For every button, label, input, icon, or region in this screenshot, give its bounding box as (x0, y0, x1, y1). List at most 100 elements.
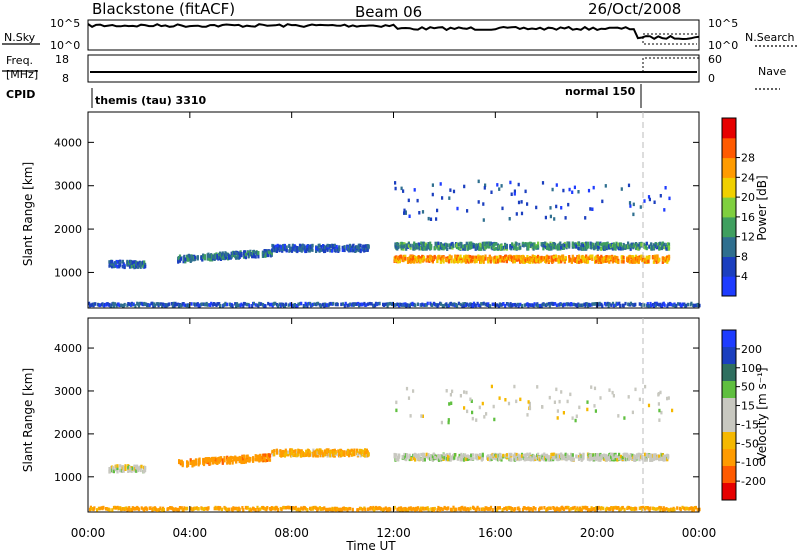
echo-cell (663, 303, 666, 307)
echo-cell (560, 259, 563, 264)
echo-cell (238, 459, 241, 464)
echo-cell (643, 452, 647, 457)
echo-cell (563, 243, 566, 248)
echo-cell (114, 263, 117, 267)
echo-cell (555, 387, 558, 392)
echo-cell (611, 301, 615, 306)
echo-cell (492, 453, 495, 457)
echo-cell (562, 507, 566, 511)
echo-cell (618, 456, 621, 461)
echo-cell (315, 249, 318, 253)
echo-cell (367, 453, 370, 457)
echo-cell (526, 255, 529, 259)
colorbar-tick-label: 24 (741, 171, 755, 184)
echo-cell (116, 260, 119, 264)
echo-cell (614, 303, 617, 307)
echo-cell (183, 506, 186, 510)
echo-cell (659, 194, 662, 198)
echo-cell (580, 508, 583, 512)
echo-cell (459, 455, 462, 460)
echo-cell (501, 206, 504, 211)
echo-cell (123, 265, 126, 270)
echo-cell (553, 217, 556, 221)
echo-cell (238, 455, 241, 460)
echo-cell (515, 399, 518, 404)
station-title: Blackstone (fitACF) (92, 0, 235, 18)
echo-cell (395, 453, 398, 457)
echo-cell (369, 506, 372, 510)
echo-cell (235, 304, 238, 308)
echo-cell (528, 303, 531, 307)
echo-cell (681, 505, 684, 510)
colorbar-tick-label: 50 (741, 381, 755, 394)
echo-cell (359, 506, 362, 511)
echo-cell (501, 256, 504, 261)
echo-cell (209, 258, 212, 262)
colorbar-segment (722, 276, 736, 297)
echo-cell (496, 243, 500, 247)
echo-cell (421, 414, 424, 418)
colorbar-segment (722, 177, 736, 198)
echo-cell (223, 458, 226, 463)
echo-cell (495, 247, 498, 251)
echo-cell (201, 507, 204, 511)
beam-title: Beam 06 (355, 3, 422, 21)
echo-cell (425, 452, 428, 457)
echo-cell (290, 249, 294, 253)
echo-cell (665, 258, 668, 262)
echo-cell (528, 401, 531, 406)
echo-cell (696, 507, 699, 512)
echo-cell (267, 252, 270, 257)
echo-cell (297, 302, 300, 306)
echo-cell (276, 243, 279, 248)
echo-cell (507, 401, 511, 406)
echo-cell (233, 506, 236, 511)
echo-cell (554, 302, 557, 306)
colorbar-segment (722, 449, 736, 467)
echo-cell (597, 245, 600, 249)
echo-cell (482, 260, 485, 264)
echo-cell (457, 258, 460, 263)
echo-cell (679, 507, 682, 512)
echo-cell (402, 247, 405, 251)
echo-cell (455, 257, 459, 261)
echo-cell (617, 260, 620, 264)
echo-cell (463, 247, 467, 251)
echo-cell (257, 252, 260, 257)
echo-cell (663, 242, 666, 247)
echo-cell (175, 507, 178, 512)
echo-cell (556, 409, 559, 413)
echo-cell (493, 260, 496, 264)
echo-cell (576, 260, 579, 264)
n-search-trace (642, 33, 697, 45)
echo-cell (447, 506, 450, 510)
echo-cell (235, 256, 238, 260)
echo-cell (471, 416, 474, 421)
echo-cell (470, 457, 473, 461)
echo-cell (492, 404, 495, 409)
echo-cell (482, 256, 485, 260)
echo-cell (627, 258, 630, 262)
echo-cell (648, 255, 651, 260)
echo-cell (442, 243, 445, 247)
echo-cell (442, 245, 445, 250)
echo-cell (178, 507, 181, 512)
echo-cell (300, 506, 303, 510)
echo-cell (498, 396, 501, 400)
echo-cell (693, 303, 696, 308)
echo-cell (465, 302, 468, 306)
echo-cell (477, 254, 480, 258)
echo-cell (111, 508, 114, 512)
echo-cell (276, 247, 279, 251)
echo-cell (270, 251, 273, 255)
echo-cell (482, 202, 485, 206)
echo-cell (477, 179, 480, 184)
echo-cell (352, 243, 355, 248)
echo-cell (528, 255, 532, 260)
echo-cell (216, 461, 219, 465)
echo-cell (346, 303, 349, 308)
echo-cell (556, 454, 559, 459)
echo-cell (191, 464, 194, 468)
echo-cell (524, 454, 527, 458)
echo-cell (467, 260, 470, 264)
